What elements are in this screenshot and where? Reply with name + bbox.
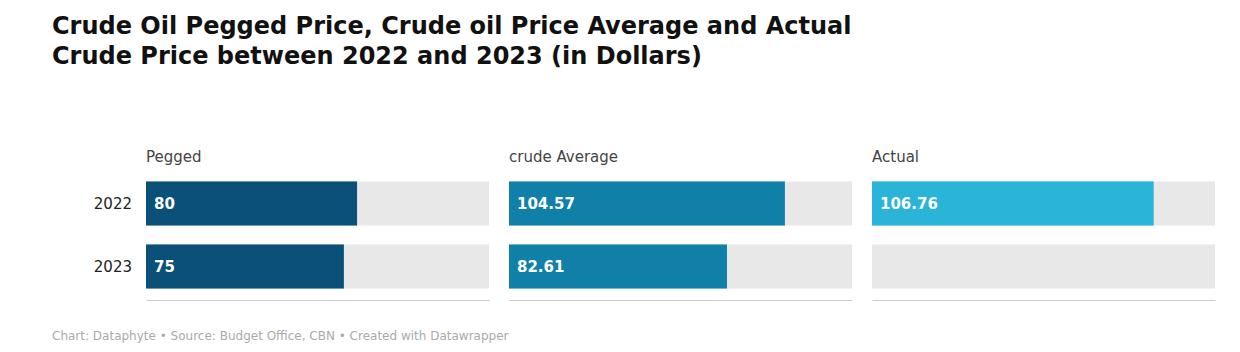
- plot-area: [509, 181, 852, 288]
- category-label: 2022: [94, 195, 132, 213]
- bar: [509, 181, 785, 225]
- panel-label: Pegged: [146, 148, 202, 166]
- plot-area: [146, 181, 489, 288]
- panel-label: crude Average: [509, 148, 618, 166]
- bar-track: [146, 244, 489, 288]
- bar: [509, 244, 727, 288]
- x-axis: [873, 300, 1216, 301]
- bar-track: [146, 181, 489, 225]
- data-label: 104.57: [517, 195, 575, 213]
- bar: [872, 181, 1154, 225]
- title: Crude Oil Pegged Price, Crude oil Price …: [52, 12, 851, 70]
- x-axis: [510, 300, 853, 301]
- bar-track: [509, 244, 852, 288]
- panel-label: Actual: [872, 148, 919, 166]
- bar-track: [509, 181, 852, 225]
- axis-line: [147, 300, 490, 301]
- panel: Pegged 80 75: [146, 148, 490, 301]
- category-label: 2023: [94, 258, 132, 276]
- panel: Actual 106.76: [872, 148, 1216, 301]
- data-label: 75: [154, 258, 175, 276]
- x-axis: [147, 300, 490, 301]
- data-label: 106.76: [880, 195, 938, 213]
- plot-area: [872, 181, 1215, 288]
- axis-line: [510, 300, 853, 301]
- bar-track: [872, 244, 1215, 288]
- chart: Crude Oil Pegged Price, Crude oil Price …: [0, 0, 1240, 352]
- axis-line: [873, 300, 1216, 301]
- y-labels: 2022 2023: [94, 195, 132, 276]
- bar: [146, 244, 344, 288]
- panel: crude Average 104.57 82.61: [509, 148, 853, 301]
- bar: [146, 181, 357, 225]
- bar-track: [872, 181, 1215, 225]
- data-label: 80: [154, 195, 175, 213]
- caption: Chart: Dataphyte • Source: Budget Office…: [52, 329, 509, 343]
- data-label: 82.61: [517, 258, 564, 276]
